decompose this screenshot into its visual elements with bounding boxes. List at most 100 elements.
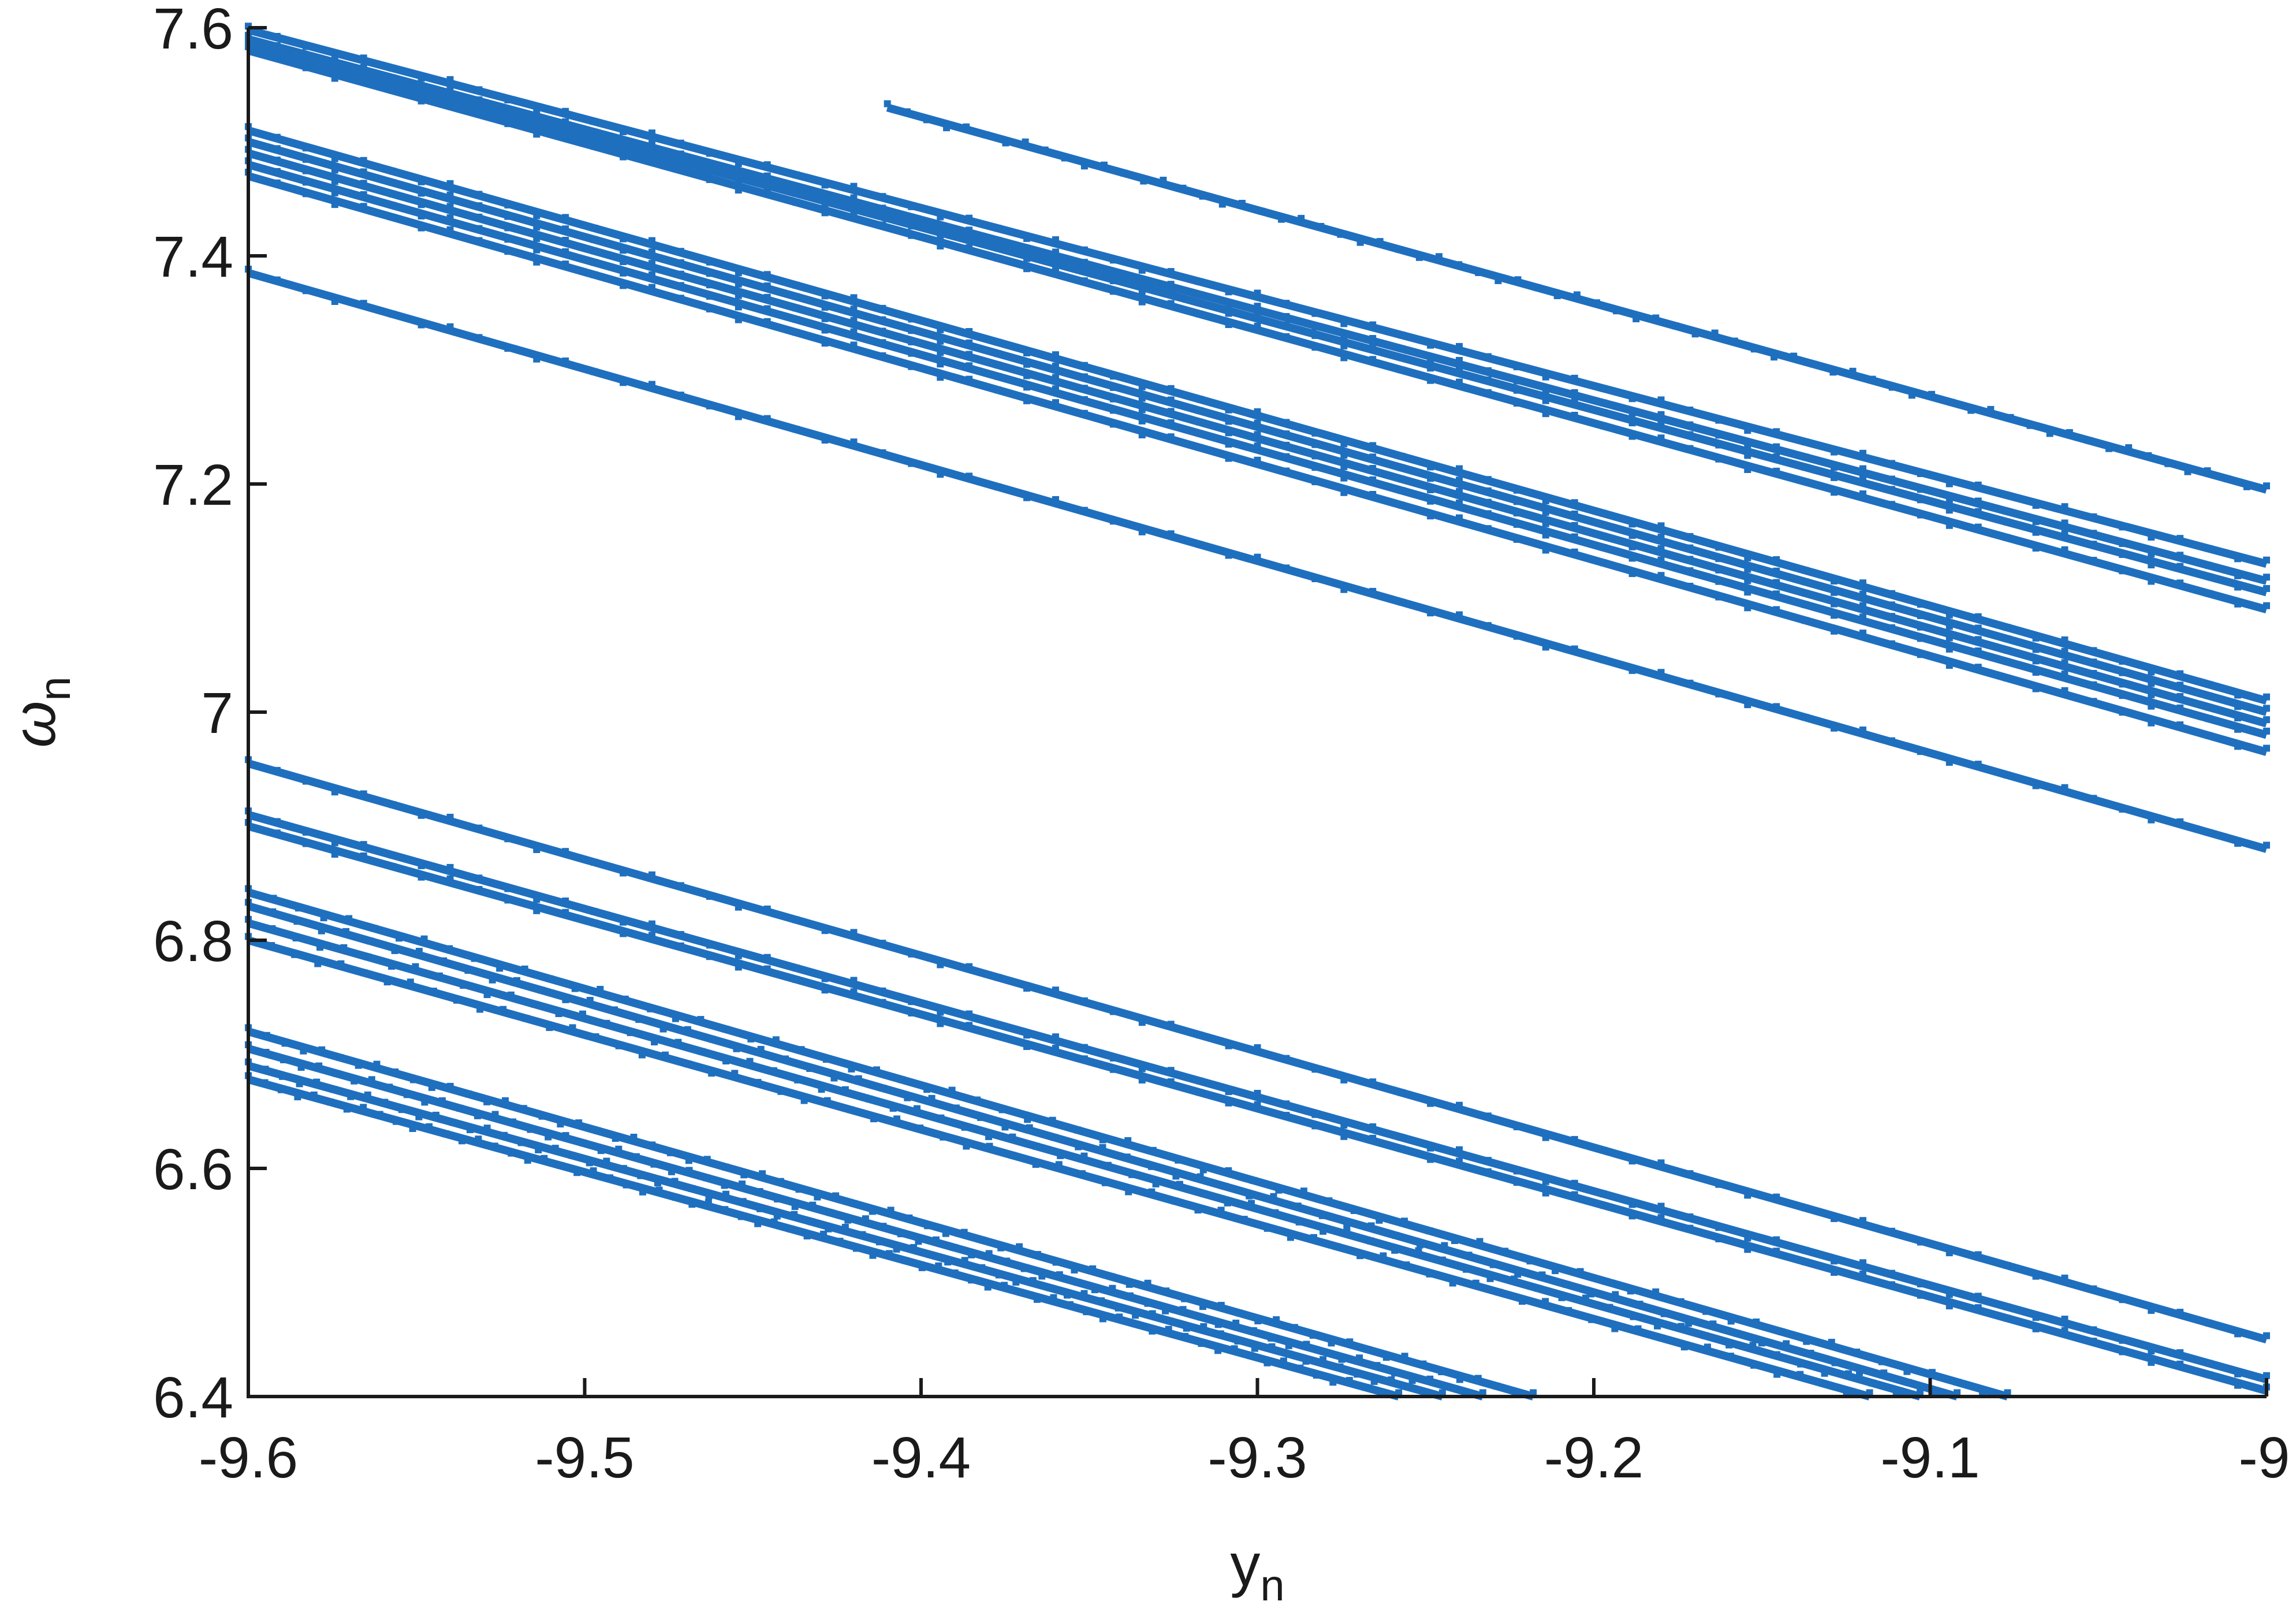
data-point — [1132, 1320, 1139, 1328]
data-point — [389, 863, 396, 870]
data-point — [440, 957, 448, 965]
data-point — [546, 975, 554, 982]
series-band — [247, 161, 2268, 739]
data-point — [1311, 478, 1319, 486]
data-point — [2263, 841, 2270, 849]
data-point — [2148, 534, 2155, 541]
data-point — [706, 893, 713, 900]
data-point — [1109, 1066, 1117, 1073]
data-point — [1398, 1089, 1406, 1096]
data-point — [591, 908, 598, 915]
data-point — [706, 402, 713, 409]
data-point — [792, 183, 800, 190]
data-point — [418, 213, 425, 219]
data-point — [1945, 480, 1953, 487]
data-point — [1196, 418, 1203, 426]
data-point — [937, 1114, 945, 1122]
data-point — [866, 1095, 873, 1103]
data-point — [943, 124, 951, 132]
data-point — [1340, 463, 1348, 470]
data-point — [1217, 1330, 1224, 1338]
data-point — [994, 386, 1002, 394]
data-point — [1128, 1171, 1136, 1178]
data-point — [1009, 1133, 1016, 1141]
data-point — [735, 303, 742, 311]
data-point — [562, 125, 569, 132]
data-point — [984, 1283, 992, 1291]
data-point — [1571, 548, 1578, 556]
data-point — [2148, 680, 2155, 687]
data-point — [904, 1094, 911, 1101]
data-point — [1859, 726, 1866, 733]
data-point — [1080, 396, 1088, 403]
data-point — [677, 282, 684, 289]
data-point — [1012, 1279, 1020, 1286]
data-point — [1484, 1112, 1492, 1120]
data-point — [994, 244, 1002, 252]
data-point — [1628, 570, 1636, 578]
data-point — [1680, 1343, 1688, 1351]
data-point — [1831, 1269, 1838, 1276]
data-point — [415, 948, 423, 955]
data-point — [705, 1199, 712, 1206]
data-point — [648, 932, 655, 939]
data-point — [591, 368, 598, 375]
series-band — [247, 902, 1959, 1401]
data-point — [360, 180, 367, 187]
data-point — [2061, 530, 2068, 538]
data-point — [879, 204, 886, 212]
data-point — [1888, 383, 1896, 391]
data-point — [879, 987, 886, 995]
data-point — [1744, 565, 1751, 573]
y-tick-label: 6.8 — [153, 909, 233, 974]
data-point — [937, 471, 944, 478]
data-point — [1917, 470, 1924, 477]
data-point — [1052, 399, 1059, 407]
data-point — [1859, 449, 1866, 457]
data-point — [483, 1098, 491, 1105]
data-point — [1773, 1236, 1780, 1243]
data-point — [2263, 556, 2270, 564]
data-point — [360, 168, 367, 176]
data-point — [1904, 1379, 1912, 1386]
data-point — [1303, 1341, 1310, 1348]
data-point — [1773, 428, 1780, 435]
data-point — [1398, 1145, 1406, 1153]
data-point — [376, 1111, 383, 1118]
data-point — [2004, 1389, 2011, 1397]
data-point — [1657, 522, 1665, 530]
data-point — [627, 1029, 634, 1036]
data-point — [1484, 487, 1492, 494]
data-point — [1268, 1334, 1275, 1342]
data-point — [2061, 784, 2068, 791]
data-point — [1542, 520, 1549, 527]
data-point — [294, 1093, 301, 1101]
data-point — [908, 315, 915, 323]
data-point — [1632, 315, 1640, 322]
data-point — [1258, 207, 1265, 215]
data-point — [446, 323, 454, 330]
data-point — [1144, 1299, 1151, 1307]
data-point — [1553, 292, 1561, 299]
data-point — [1391, 1246, 1399, 1254]
data-point — [951, 1269, 959, 1276]
data-point — [1320, 1356, 1327, 1364]
data-point — [2205, 562, 2213, 569]
data-point — [1350, 1207, 1358, 1214]
data-point — [655, 1186, 663, 1194]
data-point — [1343, 1228, 1351, 1235]
data-point — [1573, 291, 1581, 299]
data-point — [1974, 636, 1982, 643]
data-point — [1354, 1371, 1361, 1378]
data-point — [1024, 1116, 1031, 1123]
data-point — [1016, 1243, 1023, 1250]
data-point — [1474, 1375, 1482, 1382]
data-point — [1138, 1077, 1146, 1083]
data-point — [923, 116, 930, 124]
data-point — [966, 1010, 973, 1018]
data-point — [1534, 284, 1541, 292]
data-point — [1802, 601, 1809, 608]
data-point — [620, 247, 627, 254]
series-band — [247, 822, 2268, 1395]
data-point — [476, 1006, 484, 1013]
